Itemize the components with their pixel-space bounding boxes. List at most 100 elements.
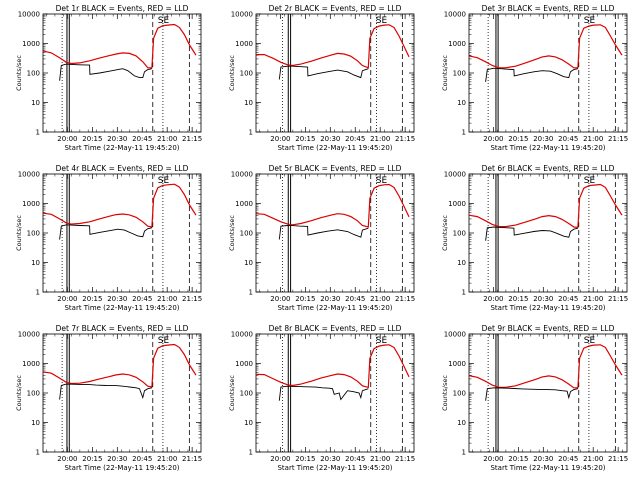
chart-panel-8: 1 10 100 1000 10000 20:00 20:15 20:30 20:45 21:00… bbox=[228, 324, 415, 472]
y-axis-label: Counts/sec bbox=[441, 375, 449, 411]
chart-title: Det 9r BLACK = Events, RED = LLD bbox=[482, 324, 615, 333]
x-tick-label: 20:30 bbox=[533, 135, 553, 143]
y-axis-label: Counts/sec bbox=[15, 55, 23, 91]
events-series-line bbox=[59, 63, 152, 81]
events-series-line bbox=[485, 387, 578, 401]
y-tick-label: 10 bbox=[457, 99, 466, 107]
x-tick-label: 20:45 bbox=[558, 135, 578, 143]
chart-panel-1: 1 10 100 1000 10000 20:00 20:15 20:30 20:45 21:00… bbox=[15, 4, 202, 152]
y-tick-label: 1000 bbox=[235, 360, 253, 368]
y-tick-label: 10 bbox=[31, 419, 40, 427]
x-tick-label: 20:15 bbox=[82, 455, 102, 463]
lld-series-line bbox=[42, 183, 197, 228]
y-tick-label: 100 bbox=[240, 230, 253, 238]
y-tick-label: 10000 bbox=[231, 331, 253, 339]
x-axis-label: Start Time (22-May-11 19:45:20) bbox=[64, 304, 179, 312]
y-tick-label: 1000 bbox=[22, 360, 40, 368]
y-tick-label: 100 bbox=[240, 70, 253, 78]
chart-panel-2: 1 10 100 1000 10000 20:00 20:15 20:30 20:45 21:00… bbox=[228, 4, 415, 152]
y-tick-label: 10 bbox=[244, 259, 253, 267]
chart-title: Det 1r BLACK = Events, RED = LLD bbox=[56, 4, 189, 13]
y-axis-label: Counts/sec bbox=[441, 215, 449, 251]
y-tick-label: 1 bbox=[462, 289, 466, 297]
y-tick-label: 10 bbox=[31, 99, 40, 107]
y-tick-label: 10000 bbox=[444, 171, 466, 179]
events-series-line bbox=[59, 383, 152, 400]
x-tick-label: 21:00 bbox=[370, 295, 390, 303]
y-axis-label: Counts/sec bbox=[228, 215, 236, 251]
x-axis-label: Start Time (22-May-11 19:45:20) bbox=[490, 144, 605, 152]
y-tick-label: 100 bbox=[27, 390, 40, 398]
plot-frame bbox=[468, 13, 628, 133]
y-tick-label: 10 bbox=[457, 259, 466, 267]
y-tick-label: 10000 bbox=[444, 331, 466, 339]
x-tick-label: 20:15 bbox=[508, 295, 528, 303]
events-series-line bbox=[278, 65, 369, 80]
chart-panel-6: 1 10 100 1000 10000 20:00 20:15 20:30 20:45 21:00… bbox=[441, 164, 628, 312]
events-series-line bbox=[278, 385, 369, 401]
x-tick-label: 20:00 bbox=[483, 455, 503, 463]
x-axis-label: Start Time (22-May-11 19:45:20) bbox=[64, 144, 179, 152]
events-series-line bbox=[485, 226, 579, 241]
y-axis-label: Counts/sec bbox=[228, 55, 236, 91]
chart-panel-9: 1 10 100 1000 10000 20:00 20:15 20:30 20:45 21:00… bbox=[441, 324, 628, 472]
y-tick-label: 10000 bbox=[231, 11, 253, 19]
y-tick-label: 1 bbox=[36, 449, 40, 457]
chart-title: Det 2r BLACK = Events, RED = LLD bbox=[269, 4, 402, 13]
x-tick-label: 20:45 bbox=[132, 455, 152, 463]
x-tick-label: 20:15 bbox=[508, 135, 528, 143]
y-tick-label: 10000 bbox=[18, 11, 40, 19]
y-tick-label: 100 bbox=[240, 390, 253, 398]
y-tick-label: 100 bbox=[453, 230, 466, 238]
lld-series-line bbox=[256, 24, 410, 69]
y-tick-label: 1 bbox=[36, 289, 40, 297]
x-axis-label: Start Time (22-May-11 19:45:20) bbox=[490, 464, 605, 472]
lld-series-line bbox=[468, 24, 623, 69]
x-tick-label: 21:15 bbox=[182, 135, 202, 143]
lld-series-line bbox=[468, 344, 623, 389]
chart-title: Det 5r BLACK = Events, RED = LLD bbox=[269, 164, 402, 173]
x-tick-label: 21:00 bbox=[157, 295, 177, 303]
y-tick-label: 10000 bbox=[444, 11, 466, 19]
y-tick-label: 10000 bbox=[18, 331, 40, 339]
x-tick-label: 20:15 bbox=[82, 135, 102, 143]
x-tick-label: 21:15 bbox=[608, 295, 628, 303]
x-tick-label: 20:30 bbox=[533, 455, 553, 463]
x-tick-label: 21:15 bbox=[182, 455, 202, 463]
x-tick-label: 20:30 bbox=[320, 135, 340, 143]
plot-frame bbox=[468, 173, 628, 293]
x-tick-label: 20:00 bbox=[483, 135, 503, 143]
x-tick-label: 20:15 bbox=[295, 455, 315, 463]
y-tick-label: 1000 bbox=[22, 40, 40, 48]
x-tick-label: 20:00 bbox=[483, 295, 503, 303]
x-tick-label: 21:00 bbox=[583, 295, 603, 303]
x-axis-label: Start Time (22-May-11 19:45:20) bbox=[490, 304, 605, 312]
x-axis-label: Start Time (22-May-11 19:45:20) bbox=[277, 304, 392, 312]
x-tick-label: 21:15 bbox=[608, 135, 628, 143]
y-axis-label: Counts/sec bbox=[228, 375, 236, 411]
y-tick-label: 10 bbox=[244, 419, 253, 427]
y-tick-label: 100 bbox=[27, 70, 40, 78]
y-tick-label: 10000 bbox=[231, 171, 253, 179]
y-tick-label: 10000 bbox=[18, 171, 40, 179]
x-tick-label: 20:00 bbox=[270, 135, 290, 143]
x-tick-label: 20:00 bbox=[57, 455, 77, 463]
y-tick-label: 1 bbox=[36, 129, 40, 137]
x-tick-label: 20:00 bbox=[57, 135, 77, 143]
y-axis-label: Counts/sec bbox=[15, 215, 23, 251]
y-tick-label: 100 bbox=[453, 390, 466, 398]
chart-title: Det 3r BLACK = Events, RED = LLD bbox=[482, 4, 615, 13]
chart-panel-5: 1 10 100 1000 10000 20:00 20:15 20:30 20:45 21:00… bbox=[228, 164, 415, 312]
y-tick-label: 1 bbox=[462, 129, 466, 137]
x-tick-label: 20:00 bbox=[270, 295, 290, 303]
chart-title: Det 4r BLACK = Events, RED = LLD bbox=[56, 164, 189, 173]
chart-title: Det 7r BLACK = Events, RED = LLD bbox=[56, 324, 189, 333]
lld-series-line bbox=[255, 183, 410, 228]
x-tick-label: 20:15 bbox=[295, 135, 315, 143]
chart-panel-4: 1 10 100 1000 10000 20:00 20:15 20:30 20:45 21:00… bbox=[15, 164, 202, 312]
y-axis-label: Counts/sec bbox=[15, 375, 23, 411]
y-tick-label: 1000 bbox=[22, 200, 40, 208]
x-tick-label: 21:15 bbox=[395, 455, 415, 463]
x-tick-label: 20:00 bbox=[270, 455, 290, 463]
